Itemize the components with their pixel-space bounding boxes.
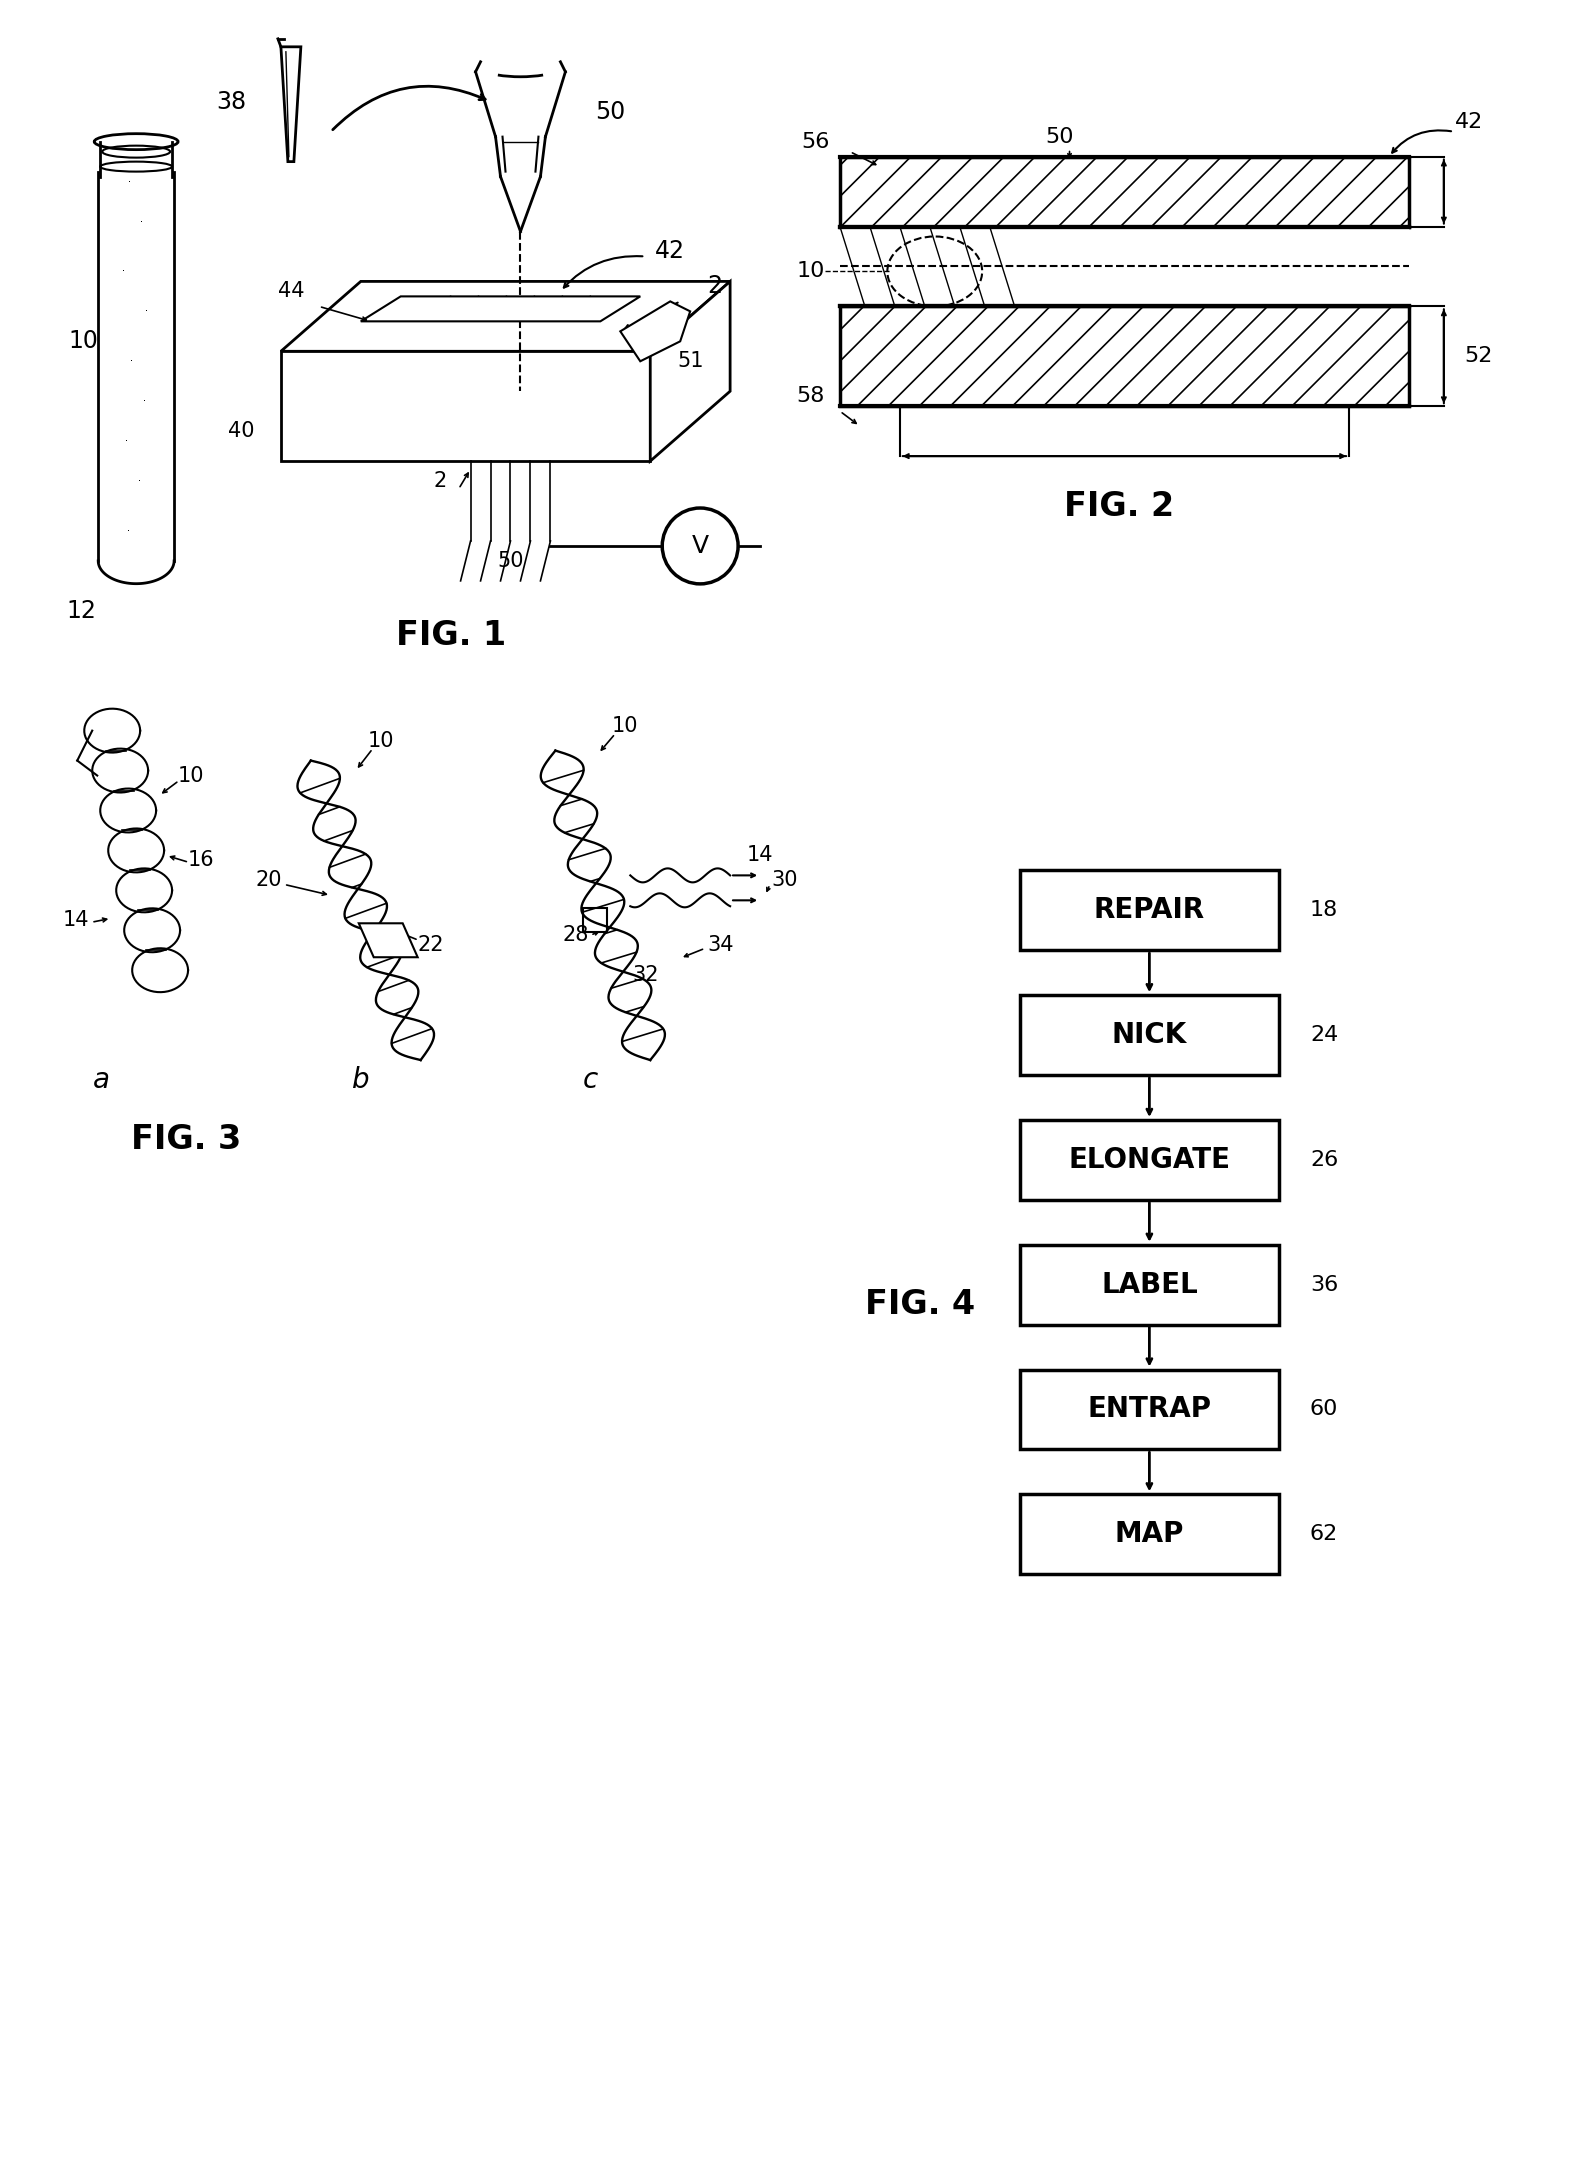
Text: 51: 51	[677, 351, 704, 371]
Text: 44: 44	[277, 281, 304, 301]
Text: 10: 10	[368, 731, 393, 750]
Text: V: V	[691, 534, 709, 558]
Text: 50: 50	[497, 552, 524, 571]
Text: 60: 60	[1309, 1400, 1338, 1420]
Text: NICK: NICK	[1112, 1021, 1187, 1049]
Text: 14: 14	[64, 909, 89, 931]
Text: 26: 26	[1309, 1149, 1338, 1169]
Text: c: c	[583, 1067, 597, 1095]
Text: 16: 16	[188, 851, 215, 870]
Polygon shape	[620, 301, 690, 362]
Text: 50: 50	[1045, 126, 1074, 146]
Polygon shape	[840, 227, 1408, 305]
Text: 14: 14	[747, 846, 773, 866]
Text: FIG. 1: FIG. 1	[395, 619, 505, 652]
Text: 24: 24	[1309, 1025, 1338, 1045]
Text: b: b	[352, 1067, 370, 1095]
Text: MAP: MAP	[1115, 1520, 1184, 1549]
Bar	[1020, 1121, 1279, 1200]
Text: 10: 10	[796, 262, 825, 281]
Text: 50: 50	[596, 100, 626, 124]
Text: 10: 10	[178, 766, 204, 785]
Polygon shape	[840, 157, 1408, 227]
Polygon shape	[280, 281, 730, 351]
Text: ELONGATE: ELONGATE	[1069, 1145, 1230, 1173]
Text: 34: 34	[707, 936, 733, 955]
Bar	[583, 907, 607, 931]
Text: 18: 18	[1309, 901, 1338, 920]
Text: a: a	[92, 1067, 110, 1095]
Polygon shape	[280, 351, 650, 460]
Text: REPAIR: REPAIR	[1094, 896, 1204, 925]
Text: FIG. 4: FIG. 4	[865, 1289, 975, 1322]
Polygon shape	[280, 46, 301, 161]
Text: 28: 28	[562, 925, 588, 944]
Text: 62: 62	[1309, 1525, 1338, 1544]
Text: 32: 32	[632, 966, 658, 986]
Text: FIG. 3: FIG. 3	[131, 1123, 241, 1156]
Text: 42: 42	[655, 240, 685, 264]
Text: 10: 10	[612, 715, 639, 735]
Text: 12: 12	[67, 600, 96, 624]
Bar	[1020, 1245, 1279, 1324]
Polygon shape	[360, 297, 640, 321]
Text: 58: 58	[796, 386, 825, 406]
Text: FIG. 2: FIG. 2	[1064, 489, 1174, 523]
Text: 2: 2	[433, 471, 448, 491]
Text: 20: 20	[255, 870, 282, 890]
Polygon shape	[358, 923, 417, 957]
Text: 52: 52	[1464, 347, 1493, 366]
Bar	[1020, 870, 1279, 951]
Bar	[1020, 1370, 1279, 1450]
Text: 22: 22	[417, 936, 444, 955]
Text: 40: 40	[228, 421, 255, 441]
Text: 46: 46	[637, 321, 664, 340]
Text: ENTRAP: ENTRAP	[1088, 1396, 1211, 1424]
Polygon shape	[650, 281, 730, 460]
Polygon shape	[840, 305, 1408, 406]
Bar	[1020, 1494, 1279, 1575]
Bar	[1020, 995, 1279, 1075]
Text: 30: 30	[771, 870, 798, 890]
Text: 2: 2	[707, 275, 723, 299]
Text: LABEL: LABEL	[1101, 1272, 1198, 1298]
Text: 10: 10	[68, 329, 99, 353]
Text: 38: 38	[217, 89, 245, 113]
Text: 56: 56	[801, 131, 830, 153]
Text: 36: 36	[1309, 1274, 1338, 1296]
Text: 42: 42	[1454, 111, 1483, 131]
